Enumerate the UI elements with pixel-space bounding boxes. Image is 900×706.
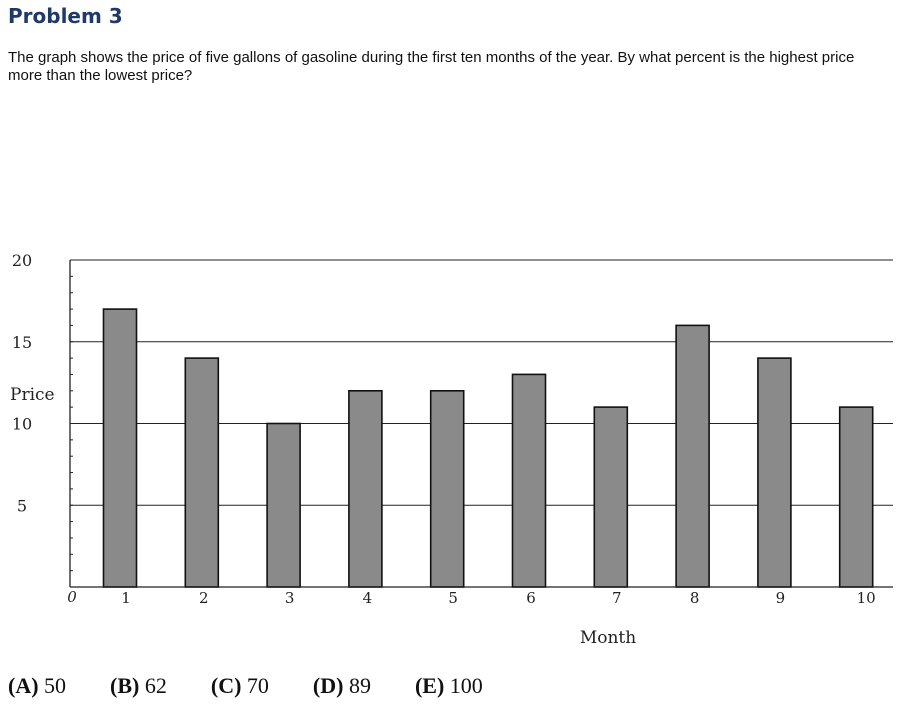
x-tick-label: 8 <box>690 589 700 607</box>
bar-month-2 <box>184 357 220 588</box>
bar-month-6 <box>511 373 547 588</box>
y-minor-ticks <box>70 275 73 572</box>
choice-a[interactable]: (A) 50 <box>8 673 67 698</box>
y-tick-label: 15 <box>12 333 32 352</box>
bar-month-5 <box>429 389 465 588</box>
x-tick-label: 2 <box>199 589 209 607</box>
x-tick-label: 4 <box>363 589 373 607</box>
bar-month-10 <box>838 406 874 588</box>
x-tick-label: 1 <box>121 589 131 607</box>
x-tick-label: 9 <box>776 589 786 607</box>
x-axis-label: Month <box>580 628 636 648</box>
y-tick-label: 10 <box>12 415 32 434</box>
problem-question: The graph shows the price of five gallon… <box>8 49 855 84</box>
answer-choices: (A) 50 (B) 62 (C) 70 (D) 89 (E) 100 <box>8 673 527 699</box>
choice-d[interactable]: (D) 89 <box>312 673 371 698</box>
bar-month-7 <box>593 406 629 588</box>
bars <box>102 308 874 588</box>
choice-e[interactable]: (E) 100 <box>414 673 483 698</box>
y-tick-labels: 5 10 15 20 <box>12 251 32 515</box>
bar-month-8 <box>675 324 710 588</box>
x-origin-label: 0 <box>67 588 77 606</box>
bar-month-4 <box>348 389 383 588</box>
bar-month-1 <box>102 308 138 588</box>
x-tick-label: 3 <box>285 589 295 607</box>
x-tick-label: 5 <box>448 589 458 607</box>
x-tick-labels: 1 2 3 4 5 6 7 8 9 10 <box>121 589 876 607</box>
problem-title: Problem 3 <box>8 4 123 28</box>
y-tick-label: 5 <box>17 496 27 515</box>
x-tick-label: 10 <box>857 589 876 607</box>
choice-c[interactable]: (C) 70 <box>210 673 269 698</box>
x-tick-label: 6 <box>526 589 536 607</box>
bar-month-3 <box>266 422 301 588</box>
x-tick-label: 7 <box>612 589 622 607</box>
y-axis-label: Price <box>10 385 55 405</box>
y-tick-label: 20 <box>12 251 32 270</box>
choice-b[interactable]: (B) 62 <box>110 673 167 698</box>
bar-month-9 <box>757 357 792 588</box>
